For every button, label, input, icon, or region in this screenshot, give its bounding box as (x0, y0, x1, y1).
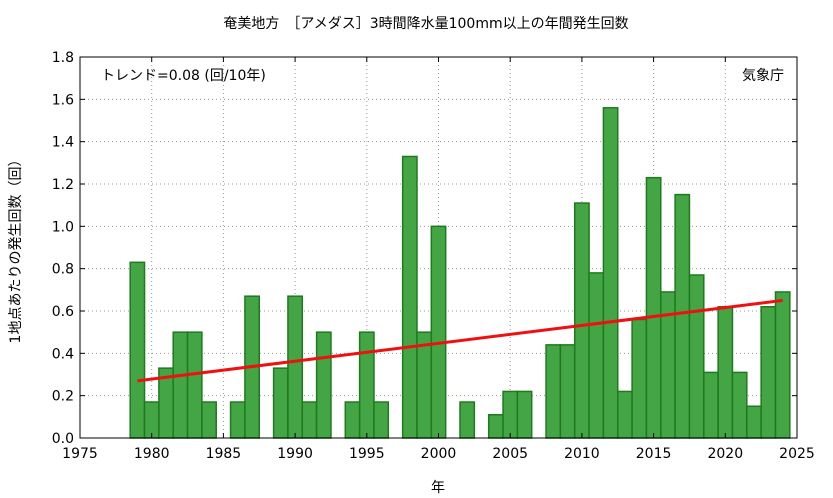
y-axis-ticks: 0.0 0.2 0.4 0.6 0.8 1.0 1.2 1.4 1.6 1.8 (52, 50, 797, 447)
bar-2013 (617, 390, 633, 439)
x-tick-label: 1985 (206, 446, 242, 462)
bars-group (129, 107, 791, 439)
bar-2010 (573, 202, 590, 439)
bar-2000 (430, 225, 447, 439)
bar-2006 (516, 390, 533, 439)
y-tick-label: 1.2 (52, 177, 74, 193)
bar-1982 (172, 331, 189, 439)
x-tick-label: 1975 (62, 446, 98, 462)
x-tick-label: 2000 (421, 446, 457, 462)
x-tick-label: 1980 (134, 446, 170, 462)
bar-2021 (731, 371, 748, 439)
y-tick-label: 0.6 (52, 304, 74, 320)
y-tick-label: 0.4 (52, 346, 74, 362)
x-axis-label: 年 (431, 480, 445, 496)
bar-2020 (717, 306, 734, 439)
bar-2004 (487, 413, 504, 439)
bar-2015 (645, 176, 662, 439)
x-tick-label: 1995 (349, 446, 385, 462)
bar-2002 (459, 401, 476, 439)
y-tick-label: 1.8 (52, 50, 74, 66)
bar-2011 (588, 272, 605, 439)
bar-1990 (287, 295, 304, 439)
agency-label: 気象庁 (742, 68, 784, 84)
bar-1984 (201, 401, 217, 439)
bar-2008 (545, 344, 562, 439)
bar-1989 (272, 367, 289, 439)
x-tick-label: 2020 (707, 446, 743, 462)
y-tick-label: 1.6 (52, 92, 74, 108)
y-tick-label: 1.4 (52, 135, 74, 151)
bar-2005 (502, 390, 519, 439)
bar-2009 (559, 344, 576, 439)
y-tick-label: 1.0 (52, 219, 74, 235)
x-tick-label: 2010 (564, 446, 600, 462)
y-tick-label: 0.8 (52, 262, 74, 278)
bar-2018 (688, 274, 705, 439)
y-axis-label: 1地点あたりの発生回数（回） (8, 153, 24, 344)
bar-1996 (373, 401, 390, 439)
x-tick-label: 2015 (636, 446, 672, 462)
y-tick-label: 0.2 (52, 389, 74, 405)
bar-2012 (602, 107, 619, 439)
bar-1994 (344, 401, 361, 439)
bar-2024 (774, 291, 791, 439)
bar-1980 (143, 401, 160, 439)
bar-1983 (186, 331, 203, 439)
bar-1998 (401, 155, 418, 439)
x-tick-label: 1990 (277, 446, 313, 462)
bar-1995 (358, 331, 375, 439)
bar-1999 (416, 331, 433, 439)
bar-2023 (760, 306, 777, 439)
bar-2017 (674, 193, 691, 439)
x-axis-ticks: 1975 1980 1985 1990 1995 2000 2005 2010 2015 2020… (62, 57, 815, 462)
bar-1991 (301, 401, 318, 439)
bar-1986 (229, 401, 246, 439)
bar-1979 (129, 261, 146, 439)
bar-2022 (746, 405, 762, 439)
x-tick-label: 2025 (779, 446, 815, 462)
bar-2019 (703, 371, 719, 439)
bar-2014 (631, 318, 648, 439)
bar-1992 (315, 331, 332, 439)
trend-label: トレンド=0.08 (回/10年) (101, 68, 266, 84)
x-tick-label: 2005 (492, 446, 528, 462)
trend-line-group (137, 298, 783, 383)
y-tick-label: 0.0 (52, 431, 74, 447)
trend-line (137, 298, 783, 383)
chart-title: 奄美地方 ［アメダス］3時間降水量100mm以上の年間発生回数 (223, 16, 628, 32)
